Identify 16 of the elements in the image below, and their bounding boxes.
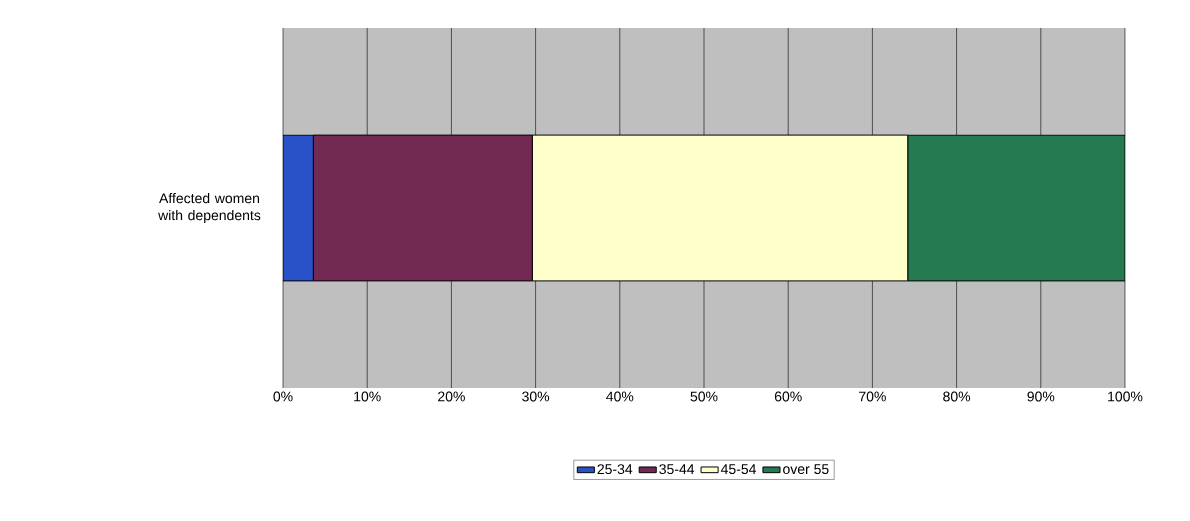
x-tick-label: 60% [774,391,802,402]
legend-label: 45-54 [720,464,757,475]
legend-label: 25-34 [597,464,633,475]
x-tick-label: 90% [1027,391,1055,402]
legend-label: over 55 [783,464,829,475]
x-tick-label: 0% [273,391,293,402]
y-tick-label: Affected women with dependents [158,192,261,224]
x-tick-label: 30% [522,391,550,402]
x-tick-label: 100% [1108,391,1143,402]
legend-label: 35-44 [659,464,695,475]
x-tick-label: 80% [943,391,971,402]
x-tick-label: 50% [690,391,718,402]
x-tick-label: 70% [859,391,886,402]
x-tick-label: 20% [438,391,465,402]
x-tick-label: 40% [606,391,634,402]
x-tick-label: 10% [354,391,381,402]
